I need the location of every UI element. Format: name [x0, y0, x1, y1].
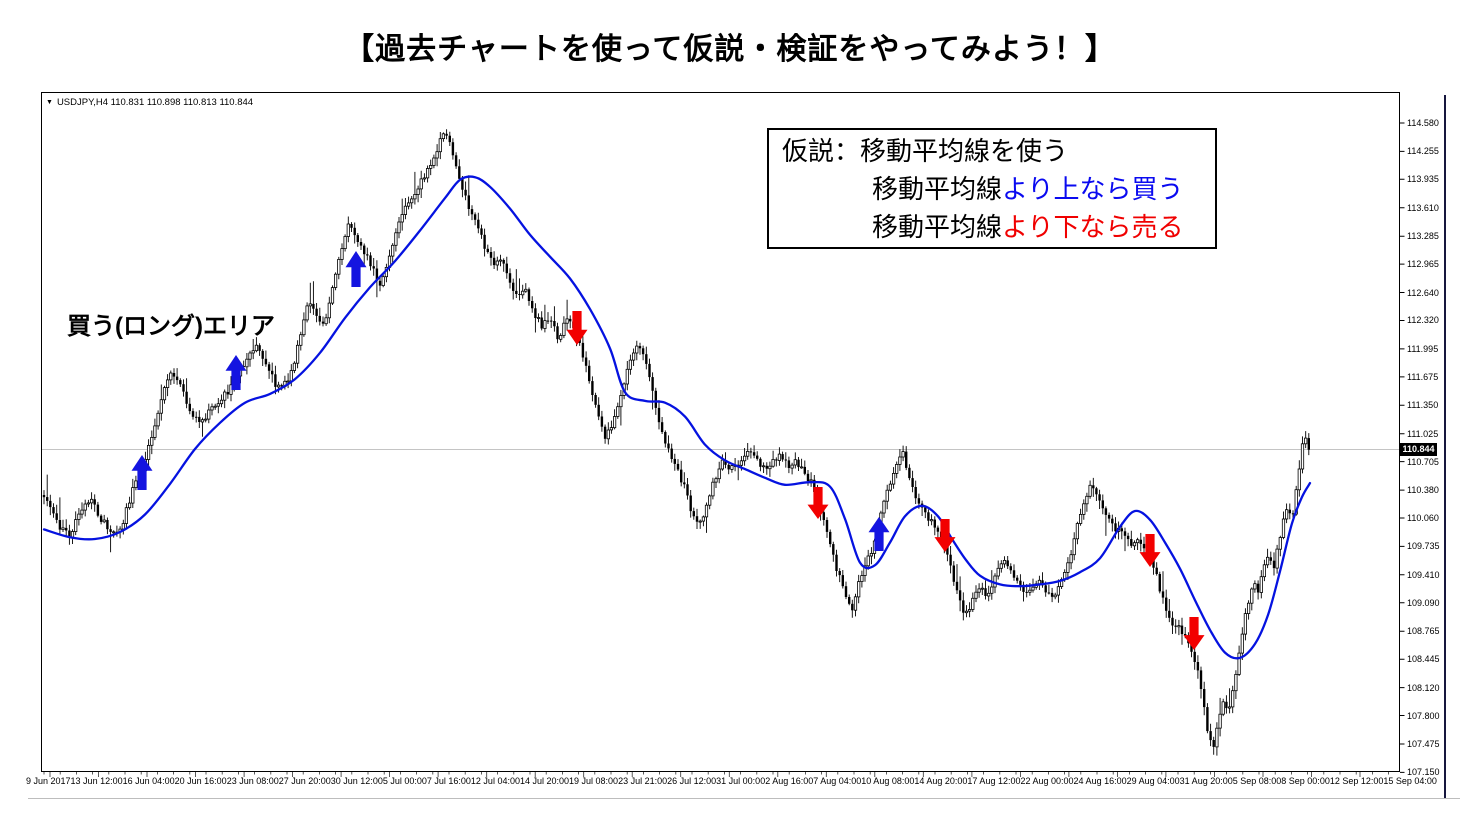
symbol-header: ▼ USDJPY,H4 110.831 110.898 110.813 110.…: [46, 97, 253, 108]
sell-signal-arrow[interactable]: [1183, 617, 1205, 650]
price-axis-label: 112.965: [1407, 259, 1439, 270]
time-axis-label: 23 Jul 21:00: [618, 776, 668, 786]
sell-signal-arrow[interactable]: [807, 487, 829, 519]
price-axis-label: 114.580: [1407, 117, 1439, 128]
time-axis-label: 20 Jun 16:00: [174, 776, 227, 786]
price-axis-label: 107.800: [1407, 710, 1440, 721]
current-price-tag: 110.844: [1400, 443, 1437, 456]
buy-signal-arrow[interactable]: [131, 455, 153, 490]
time-axis-label: 14 Jul 20:00: [519, 776, 570, 786]
price-axis-label: 107.150: [1407, 767, 1440, 778]
chevron-down-icon[interactable]: ▼: [46, 99, 53, 106]
price-axis-label: 107.475: [1407, 738, 1440, 749]
time-axis-label: 2 Aug 16:00: [765, 776, 814, 786]
price-axis-label: 112.320: [1407, 315, 1439, 326]
moving-average-line: [42, 175, 1312, 660]
time-axis-label: 9 Jun 2017: [26, 776, 71, 786]
price-axis-label: 113.285: [1407, 231, 1439, 242]
time-axis: 9 Jun 2017 13 Jun 12:00 16 Jun 04:00 20 Jun…: [26, 776, 1437, 786]
price-axis-label: 114.255: [1407, 146, 1439, 157]
buy-signal-arrow[interactable]: [868, 517, 890, 551]
price-axis-label: 109.410: [1407, 569, 1440, 580]
price-axis-label: 112.640: [1407, 287, 1439, 298]
sell-signal-arrow[interactable]: [934, 519, 956, 552]
time-axis-label: 30 Jun 12:00: [330, 776, 383, 786]
price-axis-label: 109.090: [1407, 597, 1440, 608]
hypothesis-line-1: 仮説：移動平均線を使う: [782, 136, 1069, 166]
time-axis-label: 8 Sep 00:00: [1281, 776, 1330, 786]
price-axis-label: 111.025: [1407, 428, 1439, 439]
time-axis-label: 14 Aug 20:00: [914, 776, 968, 786]
price-axis-label: 111.995: [1407, 343, 1439, 354]
price-axis-label: 110.060: [1407, 513, 1439, 524]
buy-signal-arrow[interactable]: [225, 355, 247, 390]
time-axis-label: 15 Sep 04:00: [1383, 776, 1437, 786]
window-bottom-border: [28, 798, 1460, 799]
time-axis-label: 13 Jun 12:00: [70, 776, 123, 786]
price-axis-label: 108.120: [1407, 682, 1440, 693]
time-axis-label: 10 Aug 08:00: [861, 776, 915, 786]
time-axis-label: 22 Aug 00:00: [1020, 776, 1074, 786]
time-axis-label: 12 Sep 12:00: [1329, 776, 1384, 786]
page-title: 【過去チャートを使って仮説・検証をやってみよう！】: [344, 33, 1116, 66]
sell-signal-arrow[interactable]: [1139, 534, 1161, 567]
time-axis-label: 7 Jul 16:00: [426, 776, 471, 786]
price-axis-label: 108.765: [1407, 626, 1440, 637]
time-axis-label: 27 Jun 20:00: [278, 776, 331, 786]
price-axis-label: 109.735: [1407, 541, 1440, 552]
hypothesis-line-2: 移動平均線より上なら買う: [769, 170, 1215, 208]
time-axis-label: 24 Aug 16:00: [1073, 776, 1127, 786]
price-axis-label: 108.445: [1407, 654, 1440, 665]
price-axis-label: 111.675: [1407, 371, 1439, 382]
time-axis-label: 7 Aug 04:00: [813, 776, 862, 786]
price-axis-ticks: [1400, 122, 1405, 773]
time-axis-label: 23 Jun 08:00: [226, 776, 279, 786]
symbol-info-text: USDJPY,H4 110.831 110.898 110.813 110.84…: [56, 97, 254, 108]
hypothesis-line-3-sell-text: より下なら売る: [1002, 212, 1184, 242]
time-axis-label: 31 Jul 00:00: [716, 776, 766, 786]
time-axis-label: 29 Aug 04:00: [1126, 776, 1180, 786]
time-axis-label: 19 Jul 08:00: [569, 776, 619, 786]
price-axis-label: 110.380: [1407, 485, 1439, 496]
buy-signal-arrow[interactable]: [345, 251, 367, 287]
axis-separator-line: [1444, 95, 1446, 798]
bull-candles: [61, 133, 1308, 748]
time-axis-label: 5 Sep 08:00: [1232, 776, 1282, 786]
time-axis-label: 31 Aug 20:00: [1179, 776, 1233, 786]
price-axis-label: 113.610: [1407, 202, 1439, 213]
hypothesis-line-2-prefix: 移動平均線: [872, 174, 1003, 204]
hypothesis-line-3: 移動平均線より下なら売る: [769, 208, 1215, 246]
time-axis-label: 17 Aug 12:00: [967, 776, 1021, 786]
price-axis-label: 111.350: [1407, 400, 1439, 411]
time-axis-label: 16 Jun 04:00: [122, 776, 175, 786]
hypothesis-box: 仮説：移動平均線を使う 移動平均線より上なら買う 移動平均線より下なら売る: [767, 128, 1217, 249]
time-axis-ticks: [43, 772, 1389, 777]
price-axis-label: 113.935: [1407, 174, 1439, 185]
time-axis-label: 26 Jul 12:00: [667, 776, 717, 786]
time-axis-label: 12 Jul 04:00: [470, 776, 520, 786]
time-axis-label: 5 Jul 00:00: [382, 776, 427, 786]
price-axis-label: 110.705: [1407, 456, 1439, 467]
hypothesis-line-2-buy-text: より上なら買う: [1002, 174, 1184, 204]
sell-signal-arrow[interactable]: [566, 311, 588, 345]
buy-area-label: 買う(ロング)エリア: [67, 313, 275, 340]
hypothesis-line-3-prefix: 移動平均線: [872, 212, 1003, 242]
